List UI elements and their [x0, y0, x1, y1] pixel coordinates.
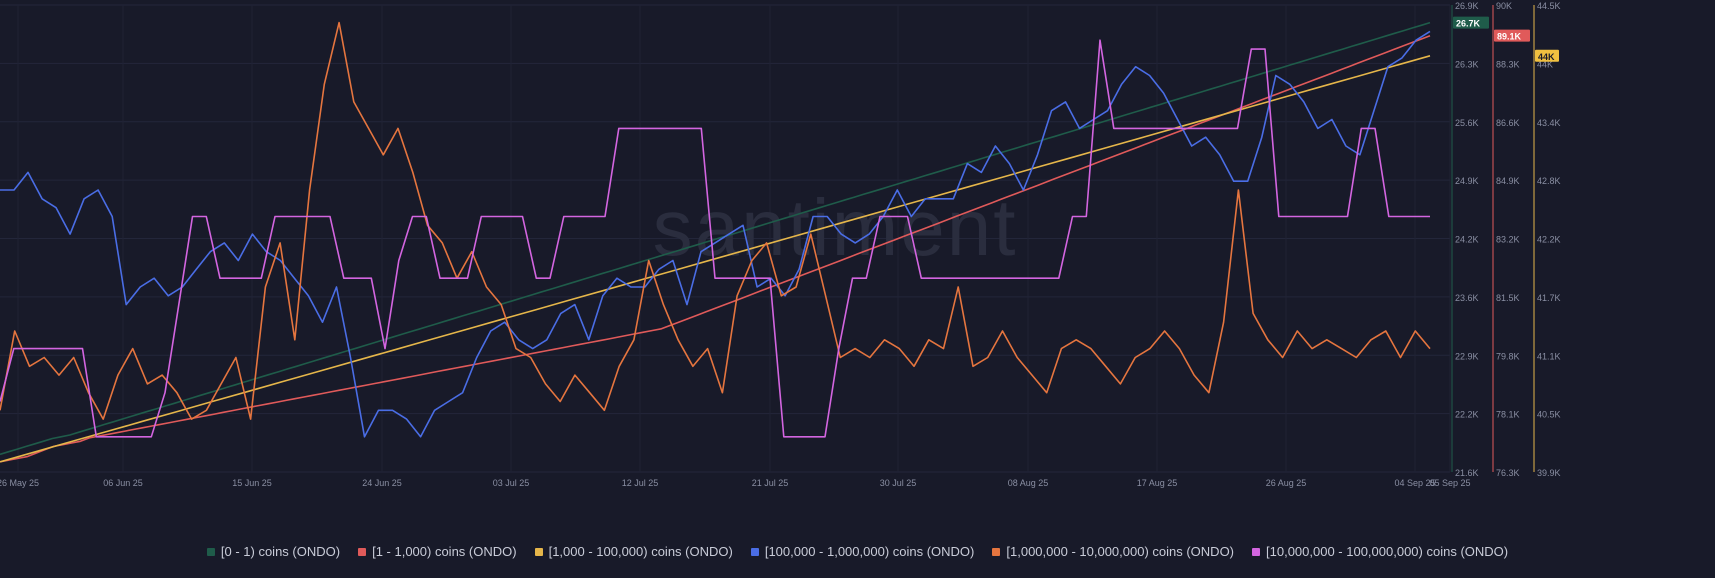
y-tick-label: 22.2K: [1455, 410, 1479, 420]
series-line-4: [0, 21, 1431, 420]
y-tick-label: 25.6K: [1455, 118, 1479, 128]
y-tick-label: 42.2K: [1537, 235, 1561, 245]
legend: [0 - 1) coins (ONDO) [1 - 1,000) coins (O…: [0, 544, 1715, 559]
legend-swatch: [992, 547, 1001, 556]
legend-label: [1,000,000 - 10,000,000) coins (ONDO): [1006, 544, 1235, 559]
x-tick-label: 03 Jul 25: [493, 478, 530, 488]
y-tick-label: 44.5K: [1537, 1, 1561, 11]
x-tick-label: 21 Jul 25: [752, 478, 789, 488]
x-tick-label: 30 Jul 25: [880, 478, 917, 488]
x-tick-label: 26 May 25: [0, 478, 39, 488]
series-layer: [0, 21, 1431, 463]
x-tick-label: 15 Jun 25: [232, 478, 272, 488]
y-tick-label: 42.8K: [1537, 176, 1561, 186]
value-badge-label: 89.1K: [1497, 32, 1522, 42]
legend-item[interactable]: [1,000,000 - 10,000,000) coins (ONDO): [992, 544, 1234, 559]
y-tick-label: 88.3K: [1496, 59, 1520, 69]
legend-swatch: [206, 547, 215, 556]
legend-label: [100,000 - 1,000,000) coins (ONDO): [764, 544, 975, 559]
legend-item[interactable]: [1,000 - 100,000) coins (ONDO): [534, 544, 733, 559]
grid: [0, 4, 1451, 473]
legend-item[interactable]: [10,000,000 - 100,000,000) coins (ONDO): [1252, 544, 1508, 559]
value-badge-a: [1453, 16, 1489, 29]
y-tick-label: 39.9K: [1537, 468, 1561, 478]
y-tick-label: 23.6K: [1455, 293, 1479, 303]
legend-label: [1 - 1,000) coins (ONDO): [372, 544, 517, 559]
series-line-2: [0, 55, 1431, 463]
y-tick-label: 41.7K: [1537, 293, 1561, 303]
y-tick-label: 81.5K: [1496, 293, 1520, 303]
y-tick-label: 43.4K: [1537, 118, 1561, 128]
legend-swatch: [1252, 547, 1261, 556]
axes-layer: 26.9K 26.3K 25.6K 24.9K 24.2K 23.6K 22.9K 22.2K…: [1451, 1, 1561, 478]
value-badge-label: 26.7K: [1456, 19, 1481, 29]
y-tick-label: 83.2K: [1496, 235, 1520, 245]
legend-swatch: [358, 547, 367, 556]
x-tick-label: 04 Sep 25: [1394, 478, 1435, 488]
value-badge-label: 44K: [1538, 52, 1555, 62]
x-tick-label: 17 Aug 25: [1137, 478, 1178, 488]
series-line-5: [0, 39, 1430, 438]
x-tick-label: 08 Aug 25: [1008, 478, 1049, 488]
y-tick-label: 90K: [1496, 1, 1512, 11]
x-tick-label: 06 Jun 25: [103, 478, 143, 488]
y-tick-label: 79.8K: [1496, 351, 1520, 361]
x-tick-label: 05 Sep 25: [1429, 478, 1470, 488]
legend-label: [10,000,000 - 100,000,000) coins (ONDO): [1266, 544, 1509, 559]
legend-label: [0 - 1) coins (ONDO): [220, 544, 341, 559]
legend-swatch: [534, 547, 543, 556]
y-tick-label: 24.9K: [1455, 176, 1479, 186]
y-tick-label: 24.2K: [1455, 235, 1479, 245]
series-line-1: [0, 34, 1431, 463]
legend-item[interactable]: [0 - 1) coins (ONDO): [206, 544, 341, 559]
y-tick-label: 21.6K: [1455, 468, 1479, 478]
legend-swatch: [750, 547, 759, 556]
y-tick-label: 26.9K: [1455, 1, 1479, 11]
x-tick-label: 26 Aug 25: [1266, 478, 1307, 488]
y-tick-label: 40.5K: [1537, 410, 1561, 420]
y-tick-label: 41.1K: [1537, 351, 1561, 361]
y-tick-label: 78.1K: [1496, 410, 1520, 420]
x-tick-label: 12 Jul 25: [622, 478, 659, 488]
legend-label: [1,000 - 100,000) coins (ONDO): [548, 544, 733, 559]
y-tick-label: 84.9K: [1496, 176, 1520, 186]
x-axis: 26 May 25 06 Jun 25 15 Jun 25 24 Jun 25 03 J…: [0, 478, 1471, 488]
y-tick-label: 26.3K: [1455, 59, 1479, 69]
x-tick-label: 24 Jun 25: [362, 478, 402, 488]
legend-item[interactable]: [100,000 - 1,000,000) coins (ONDO): [750, 544, 975, 559]
value-badge-c: [1535, 49, 1559, 62]
y-tick-label: 22.9K: [1455, 351, 1479, 361]
legend-item[interactable]: [1 - 1,000) coins (ONDO): [358, 544, 517, 559]
y-tick-label: 44K: [1537, 59, 1553, 69]
y-tick-label: 86.6K: [1496, 118, 1520, 128]
value-badge-b: [1494, 29, 1530, 42]
series-line-3: [0, 30, 1431, 438]
series-line-0: [0, 21, 1431, 456]
y-tick-label: 76.3K: [1496, 468, 1520, 478]
